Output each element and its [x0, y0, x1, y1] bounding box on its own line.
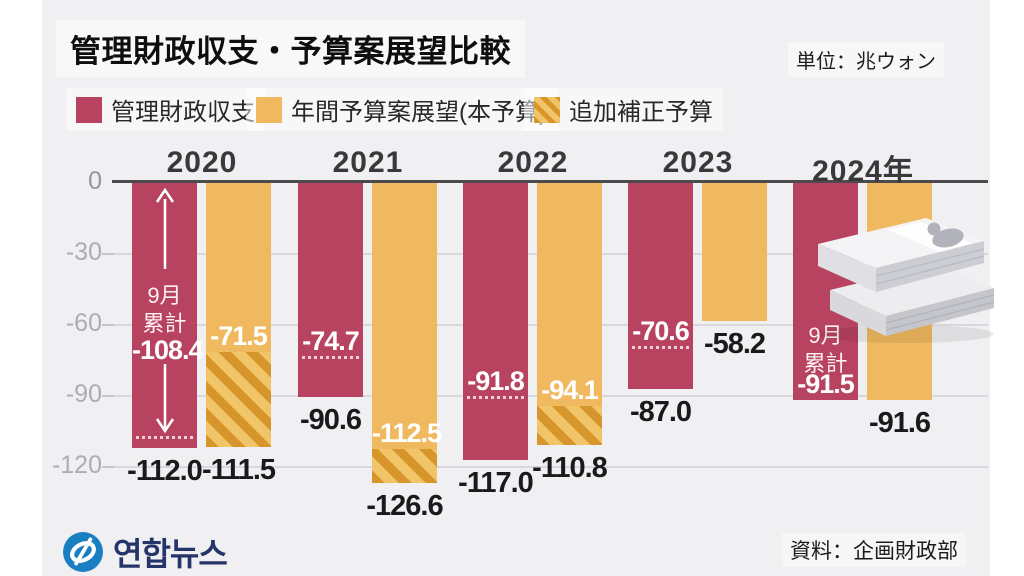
money-bundle-bottom [830, 264, 995, 336]
supplementary-hatch [537, 406, 602, 445]
budget-total-label: -110.8 [532, 452, 608, 484]
sept-cumulative-value: -91.8 [467, 366, 525, 396]
x-axis-line [112, 180, 988, 183]
year-label: 2024年 [812, 155, 914, 188]
legend-label-budget: 年間予算案展望(本予算) [291, 99, 547, 126]
balance-bar: -70.6 [628, 183, 693, 389]
sept-cumulative-note: 9月 [147, 283, 182, 308]
y-axis-tick-label: -60 [65, 309, 102, 337]
sept-cumulative-value: -70.6 [632, 316, 690, 346]
budget-total-label: -111.5 [201, 454, 276, 486]
budget-main-value: -71.5 [210, 321, 268, 351]
supplementary-swatch-icon [534, 96, 560, 123]
y-axis-tick-label: -30 [65, 238, 102, 266]
legend-item-budget: 年間予算案展望(本予算) [246, 88, 557, 131]
budget-total-label: -91.6 [868, 407, 931, 439]
unit-note: 単位：兆ウォン [788, 42, 944, 77]
sept-cumulative-value: -108.4 [132, 335, 204, 365]
y-axis-tick-label: -90 [65, 380, 102, 408]
budget-main-value: -112.5 [372, 418, 442, 448]
source-note: 資料：企画財政部 [782, 533, 966, 567]
span-arrow-icon [155, 187, 175, 434]
budget-main-value: -94.1 [541, 375, 599, 405]
budget-bar: -71.5 [206, 183, 271, 447]
budget-bar: -112.5 [372, 183, 442, 483]
gridline [112, 466, 988, 468]
supplementary-hatch [372, 449, 437, 483]
budget-swatch-icon [256, 96, 282, 123]
legend: 管理財政収支 年間予算案展望(本予算) 追加補正予算 [0, 88, 1024, 131]
supplementary-hatch [206, 352, 271, 447]
yonhap-logo: 연합뉴스 [62, 529, 228, 575]
year-label: 2020 [166, 146, 238, 179]
y-axis-tick [102, 466, 114, 468]
balance-bar: -74.7 [298, 183, 363, 397]
balance-value-label: -91.5 [797, 369, 855, 399]
legend-label-balance: 管理財政収支 [111, 99, 255, 126]
sept-cumulative-note: 9月 [793, 318, 858, 350]
sept-cumulative-line [136, 436, 193, 439]
chart-title: 管理財政収支・予算案展望比較 [56, 20, 525, 77]
budget-total-label: -126.6 [366, 490, 443, 522]
balance-total-label: -117.0 [458, 467, 534, 499]
y-axis-tick-label: 0 [88, 167, 102, 195]
sept-cumulative-line [302, 356, 359, 359]
budget-bar [702, 183, 767, 321]
balance-bar: 9月累計 -108.4 [132, 183, 204, 448]
sept-cumulative-value: -74.7 [302, 326, 360, 356]
yonhap-logo-icon [63, 532, 103, 572]
legend-label-supplementary: 追加補正予算 [569, 99, 713, 126]
sept-cumulative-line [467, 396, 524, 399]
y-axis-tick-label: -120 [51, 451, 102, 479]
budget-bar: -94.1 [537, 183, 602, 445]
money-bundle-top [818, 218, 985, 292]
sept-cumulative-note: 累計 [142, 311, 187, 336]
y-axis-tick [102, 253, 114, 255]
balance-total-label: -112.0 [127, 455, 203, 487]
balance-swatch-icon [76, 96, 102, 123]
sept-cumulative-line [632, 346, 689, 349]
legend-item-supplementary: 追加補正予算 [524, 88, 723, 131]
money-stack-icon [818, 218, 995, 343]
balance-total-label: -90.6 [299, 404, 362, 436]
y-axis-tick [102, 324, 114, 326]
year-label: 2022 [497, 146, 569, 179]
y-axis-tick [102, 395, 114, 397]
balance-bar: -91.8 [463, 183, 528, 460]
budget-total-label: -58.2 [703, 328, 766, 360]
sept-cumulative-note: 累計 [803, 351, 848, 376]
legend-item-balance: 管理財政収支 [66, 88, 265, 131]
yonhap-logo-text: 연합뉴스 [113, 536, 228, 572]
balance-total-label: -87.0 [629, 396, 692, 428]
year-label: 2023 [662, 146, 734, 179]
year-label: 2021 [332, 146, 404, 179]
